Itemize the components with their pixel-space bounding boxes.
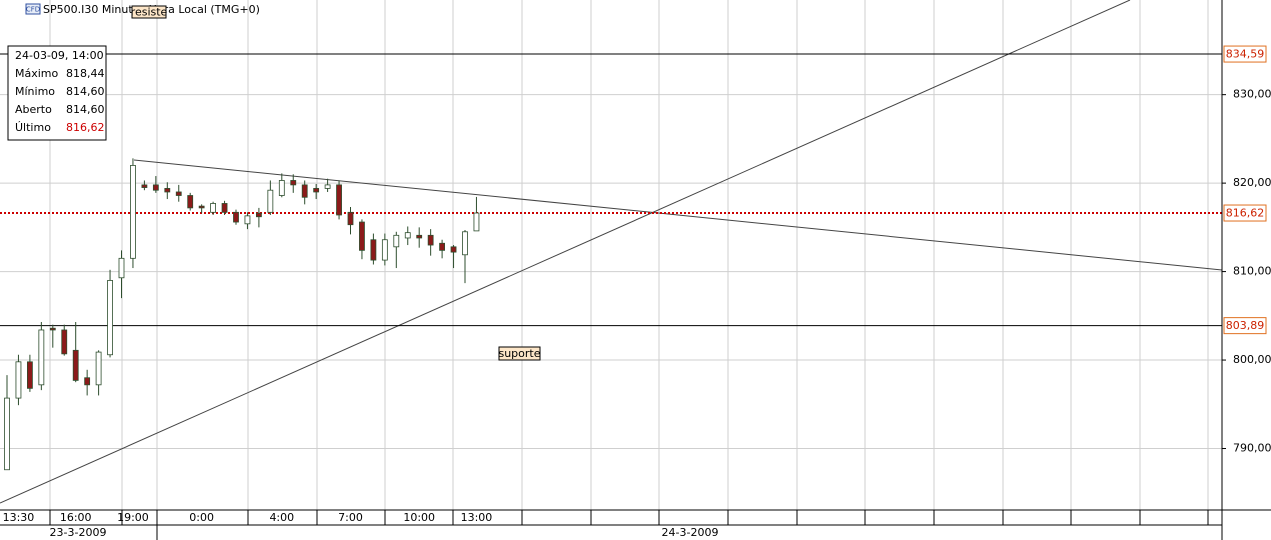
candle-body — [473, 212, 480, 232]
candle-body — [141, 184, 148, 188]
info-value: 814,60 — [66, 103, 105, 116]
x-tick-label: 19:00 — [117, 511, 149, 524]
candle-body — [278, 180, 285, 196]
candle-body — [72, 349, 79, 381]
candle-body — [118, 257, 125, 279]
candle-body — [336, 184, 342, 216]
price-tag — [1223, 317, 1267, 335]
support-trendline — [0, 0, 1131, 504]
info-value: 818,44 — [66, 67, 105, 80]
candle-body — [313, 188, 320, 193]
y-tick-label: 810,00 — [1233, 265, 1271, 278]
candle-body — [439, 242, 446, 251]
info-label: Aberto — [15, 103, 52, 116]
x-tick-label: 13:00 — [461, 511, 493, 524]
candle-body — [164, 188, 171, 193]
candle-body — [61, 329, 68, 355]
resistance-trendline — [133, 159, 1223, 271]
candle-body — [26, 361, 33, 389]
candle-body — [324, 184, 331, 189]
price-tag-label: 834,59 — [1226, 48, 1265, 61]
info-box-frame — [7, 45, 107, 141]
x-tick-label: 4:00 — [269, 511, 294, 524]
candle-body — [359, 221, 365, 251]
grid — [0, 0, 1222, 510]
candle-body — [4, 397, 10, 471]
annotation: suporte — [498, 347, 540, 360]
candle-body — [427, 234, 434, 246]
candle-body — [130, 165, 136, 259]
candle-body — [301, 184, 308, 198]
y-tick-label: 830,00 — [1233, 88, 1271, 101]
candle-body — [49, 327, 56, 331]
y-tick-label: 820,00 — [1233, 176, 1271, 189]
price-tag-label: 816,62 — [1226, 207, 1265, 220]
x-tick-label: 7:00 — [338, 511, 363, 524]
candle-body — [175, 191, 182, 196]
x-tick-label: 0:00 — [189, 511, 214, 524]
y-tick-label: 790,00 — [1233, 442, 1271, 455]
y-tick-label: 800,00 — [1233, 353, 1271, 366]
candle-body — [381, 239, 388, 261]
candle-body — [255, 212, 262, 218]
info-value: 816,62 — [66, 121, 105, 134]
candle-body — [267, 189, 274, 213]
horizontal-lines — [0, 53, 1222, 327]
info-label: Mínimo — [15, 85, 55, 98]
candle-body — [221, 203, 228, 213]
candle-body — [107, 280, 113, 356]
candle-body — [198, 205, 205, 209]
annotation-box — [131, 5, 167, 19]
annotation: resiste — [131, 6, 168, 19]
date-label: 24-3-2009 — [662, 526, 719, 539]
candle-body — [15, 361, 22, 399]
candle-body — [38, 329, 45, 386]
candle-body — [233, 211, 239, 223]
candle-body — [370, 239, 377, 261]
x-tick-label: 13:30 — [3, 511, 35, 524]
badge: CFD — [26, 6, 40, 14]
candle-body — [95, 351, 102, 386]
candle-body — [450, 246, 457, 253]
candle-body — [210, 203, 217, 213]
x-tick-label: 10:00 — [403, 511, 435, 524]
candle-body — [393, 234, 400, 248]
axes: 790,00 800,00 810,00 820,00 830,00 834,59 816,… — [3, 45, 1271, 540]
candle-body — [416, 234, 423, 239]
candle-body — [152, 184, 159, 191]
x-tick-label: 16:00 — [60, 511, 92, 524]
candle-body — [84, 377, 91, 386]
info-date: 24-03-09, 14:00 — [15, 49, 104, 62]
candles — [4, 158, 480, 471]
candle-body — [244, 215, 251, 225]
candle-body — [290, 180, 297, 186]
candle-body — [187, 195, 194, 209]
info-label: Último — [15, 121, 51, 134]
candle-body — [347, 211, 354, 226]
info-value: 814,60 — [66, 85, 105, 98]
price-tag — [1223, 204, 1267, 222]
candle-body — [404, 232, 411, 239]
price-tag — [1223, 45, 1267, 63]
annotation-box — [498, 346, 541, 361]
info-box: 24-03-09, 14:00 Máximo 818,44 Mínimo 814… — [7, 45, 107, 141]
info-label: Máximo — [15, 67, 59, 80]
candle-body — [462, 231, 468, 256]
badge-box — [25, 3, 41, 15]
price-tag-label: 803,89 — [1226, 319, 1265, 332]
date-label: 23-3-2009 — [50, 526, 107, 539]
